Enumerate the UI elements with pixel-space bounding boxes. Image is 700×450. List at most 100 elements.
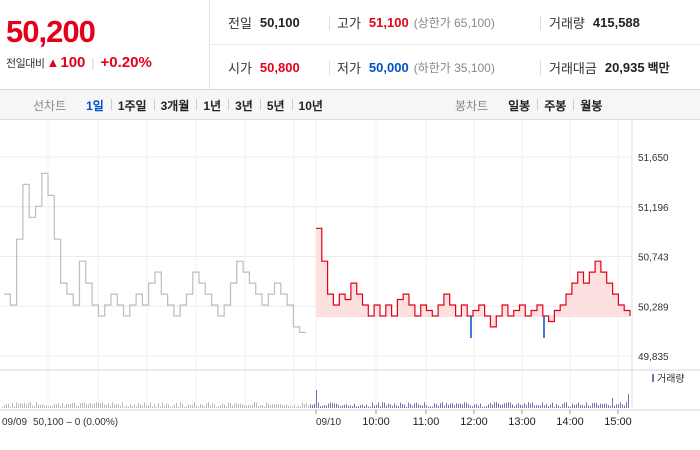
current-price: 50,200 [6,14,96,49]
volume-bar [564,402,565,408]
low-cell: 저가 50,000 (하한가 35,100) [337,45,495,90]
volume-bar [574,405,575,408]
volume-bar [44,405,45,408]
candle-chart-label: 봉차트 [455,98,489,113]
volume-bar [14,406,15,408]
volume-bar [260,405,261,408]
volume-bar [500,405,501,408]
volume-bar [578,402,579,408]
volume-bar [208,402,209,408]
volume-bar [586,402,587,408]
volume-bar [172,406,173,408]
volume-bar [470,405,471,408]
volume-bar [28,402,29,408]
volume-bar [384,402,385,408]
volume-bar [244,405,245,408]
volume-bar [224,404,225,408]
chart-period-bar: 선차트 1일 1주일 3개월 1년 3년 5년 10년 봉차트 일봉 주봉 월봉 [0,90,700,120]
volume-bar [160,406,161,408]
price-change: 전일대비 ▲ 100 | +0.20% [6,54,152,71]
volume-bar [538,405,539,408]
volume-bar [546,403,547,408]
volume-bar [492,404,493,408]
volume-bar [340,406,341,408]
volume-bar [358,406,359,408]
volume-bar [390,404,391,408]
tab-daily[interactable]: 일봉 [508,98,531,113]
volume-bar [420,405,421,408]
tab-1y[interactable]: 1년 [196,97,228,114]
tab-1w[interactable]: 1주일 [110,97,154,114]
volume-bar [464,402,465,408]
y-tick-label: 49,835 [638,352,669,363]
volume-bar [110,405,111,408]
volume-bar [238,403,239,408]
volume-bar [616,404,617,408]
tab-3m[interactable]: 3개월 [153,97,197,114]
volume-bar [264,406,265,408]
volume-bar [280,403,281,408]
volume-bar [92,404,93,408]
volume-bar [232,405,233,408]
volume-bar [198,406,199,408]
tab-weekly[interactable]: 주봉 [537,97,573,114]
volume-bar [432,406,433,408]
volume-bar [50,405,51,408]
volume-bar [18,403,19,408]
price-chart[interactable]: 51,650 51,196 50,743 50,289 49,835 09/10 10:0… [0,120,700,450]
volume-bar [308,405,309,408]
volume-bar [154,404,155,408]
volume-bar [478,405,479,408]
tab-monthly[interactable]: 월봉 [573,97,609,114]
prev-close-label: 전일 [228,16,252,31]
volume-bar [242,404,243,408]
volume-bar [66,404,67,408]
volume-bar [512,404,513,408]
volume-bar [604,403,605,408]
volume-bar [48,406,49,408]
volume-bar [414,403,415,408]
volume-bar [12,402,13,408]
volume-bar [212,402,213,408]
y-tick-label: 50,743 [638,253,669,264]
volume-bar [108,403,109,408]
volume-bar [582,404,583,408]
volume-bar [592,403,593,408]
volume-bar [508,402,509,408]
volume-bar [406,406,407,408]
volume-bar [490,403,491,408]
volume-bar [196,405,197,408]
volume-bar [200,404,201,408]
volume-bar [524,403,525,408]
volume-bar [126,405,127,408]
volume-bar [494,402,495,408]
volume-bar [52,406,53,408]
tab-5y[interactable]: 5년 [259,97,292,114]
volume-bar [544,405,545,408]
tab-1d[interactable]: 1일 [86,98,104,113]
volume-bar [314,403,315,408]
tab-10y[interactable]: 10년 [291,97,330,114]
volume-bar [396,405,397,408]
volume-bar [46,405,47,408]
volume-bar [548,406,549,408]
volume-bar [246,405,247,408]
volume-bar [372,402,373,408]
volume-bar [130,404,131,408]
prev-day-close: 50,100 – 0 (0.00%) [33,417,118,428]
divider [329,16,330,30]
volume-bar [374,405,375,408]
volume-bar [566,402,567,408]
volume-bar [10,406,11,408]
tab-3y[interactable]: 3년 [228,97,260,114]
volume-bar [606,403,607,408]
volume-bar [118,404,119,408]
volume-bar [344,404,345,408]
volume-bar [206,403,207,408]
volume-bar [94,403,95,408]
volume-bar [330,402,331,408]
volume-bar [528,402,529,408]
volume-bar [584,405,585,408]
volume-bar [572,403,573,408]
volume-bar [418,404,419,408]
